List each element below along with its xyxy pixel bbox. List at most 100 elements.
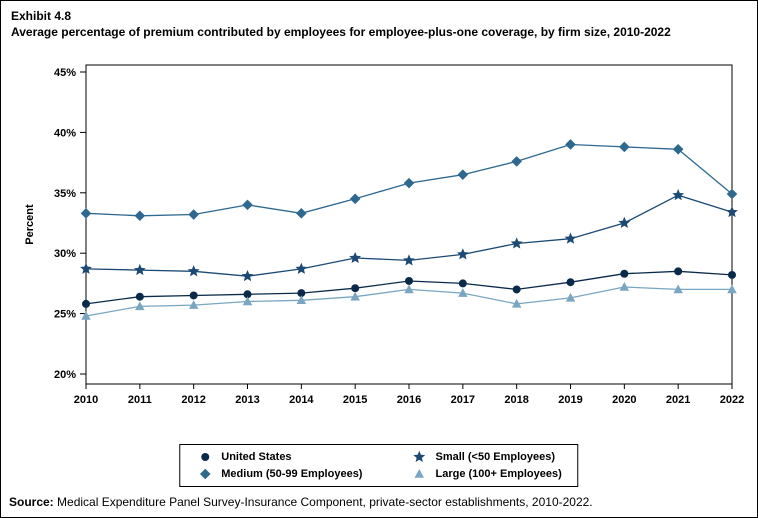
y-tick-label: 40% [54, 127, 76, 139]
y-tick-label: 35% [54, 188, 76, 200]
legend-item: Large (100+ Employees) [410, 467, 562, 481]
diamond-marker [80, 208, 92, 219]
source-text: Medical Expenditure Panel Survey-Insuran… [53, 495, 593, 509]
x-tick-label: 2022 [720, 394, 744, 406]
legend: United States Small (<50 Employees) Medium… [179, 444, 579, 487]
star-marker [672, 189, 685, 201]
triangle-marker [619, 282, 630, 291]
circle-marker [728, 270, 736, 279]
circle-marker [189, 291, 198, 300]
star-marker [403, 254, 415, 266]
star-marker [618, 216, 631, 229]
x-tick-label: 2014 [289, 394, 314, 406]
triangle-marker [296, 295, 307, 305]
triangle-marker [565, 292, 576, 302]
diamond-marker [296, 208, 307, 219]
legend-label: Small (<50 Employees) [435, 451, 556, 463]
circle-marker [458, 279, 467, 288]
star-marker [564, 232, 577, 244]
source-label: Source: [9, 495, 54, 509]
star-marker [187, 265, 200, 277]
series-line [85, 194, 733, 277]
exhibit-label: Exhibit 4.8 [11, 9, 72, 23]
legend-item: United States [196, 450, 362, 464]
triangle-marker [414, 469, 425, 478]
diamond-marker [242, 199, 253, 211]
diamond-marker [565, 139, 576, 150]
x-tick-label: 2010 [74, 394, 98, 406]
triangle-marker [188, 300, 199, 309]
diamond-marker [672, 144, 684, 155]
x-tick-label: 2019 [558, 394, 582, 406]
diamond-marker [457, 169, 469, 180]
diamond-marker [349, 193, 361, 205]
y-tick-label: 20% [54, 369, 76, 381]
triangle-marker [511, 298, 522, 308]
circle-marker [620, 269, 629, 278]
triangle-marker [242, 296, 253, 306]
chart-title: Average percentage of premium contribute… [11, 24, 671, 39]
star-marker [295, 262, 308, 274]
diamond-marker [619, 141, 630, 153]
x-tick-label: 2018 [504, 394, 528, 406]
y-axis-title: Percent [24, 204, 36, 245]
x-tick-label: 2011 [128, 394, 152, 406]
x-tick-label: 2012 [181, 394, 205, 406]
star-marker [726, 205, 738, 218]
circle-marker [351, 284, 360, 293]
circle-legend-icon [201, 453, 210, 461]
triangle-marker [81, 311, 91, 320]
star-marker [456, 248, 469, 260]
triangle-marker [404, 284, 414, 294]
legend-label: Medium (50-99 Employees) [221, 468, 363, 480]
circle-marker [674, 267, 683, 276]
star-legend-icon [413, 450, 426, 463]
legend-item: Small (<50 Employees) [410, 450, 561, 464]
y-tick-label: 25% [54, 309, 76, 321]
legend-item: Medium (50-99 Employees) [196, 467, 362, 481]
diamond-marker [134, 210, 146, 222]
y-tick-label: 45% [54, 67, 76, 79]
triangle-marker [673, 284, 683, 294]
x-tick-label: 2021 [666, 394, 690, 406]
legend-label: United States [221, 451, 292, 463]
diamond-legend-icon [199, 468, 211, 480]
circle-marker [135, 292, 144, 301]
diamond-marker [726, 188, 738, 200]
legend-label: Large (100+ Employees) [435, 468, 562, 480]
diamond-marker [511, 156, 522, 167]
star-marker [349, 251, 362, 264]
circle-marker [566, 278, 575, 287]
star-marker [133, 263, 146, 276]
diamond-marker [199, 468, 211, 480]
x-tick-label: 2017 [451, 394, 475, 406]
circle-marker [405, 276, 413, 285]
triangle-marker [350, 291, 360, 301]
x-tick-label: 2016 [397, 394, 421, 406]
y-tick-label: 30% [54, 248, 76, 260]
x-tick-label: 2020 [612, 394, 636, 406]
triangle-marker [458, 288, 468, 297]
x-tick-label: 2015 [343, 394, 367, 406]
circle-marker [243, 290, 252, 299]
star-marker [510, 237, 523, 249]
triangle-marker [727, 284, 737, 294]
diamond-marker [188, 209, 199, 220]
title-block: Exhibit 4.8 Average percentage of premiu… [11, 9, 671, 40]
circle-marker [297, 289, 306, 298]
star-marker [80, 262, 92, 274]
triangle-legend-icon [414, 469, 425, 478]
plot-frame [85, 64, 733, 385]
circle-marker [512, 285, 521, 294]
star-marker [413, 450, 426, 463]
triangle-marker [135, 301, 145, 311]
legend-grid: United States Small (<50 Employees) Medium… [196, 450, 562, 481]
chart-area: 20% 25% 30% 35% 40% 45% Percent 2010 2011 2012 201… [24, 64, 744, 406]
circle-marker [82, 299, 90, 308]
diamond-marker [403, 177, 415, 189]
star-marker [241, 269, 254, 282]
source-note: Source: Medical Expenditure Panel Survey… [9, 495, 593, 509]
circle-marker [201, 453, 210, 461]
x-tick-label: 2013 [235, 394, 259, 406]
